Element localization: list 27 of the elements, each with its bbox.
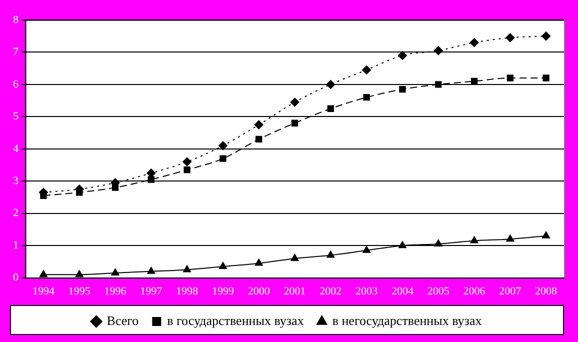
x-tick-label: 2000: [248, 285, 270, 298]
x-tick-label: 2004: [391, 285, 414, 298]
y-tick-label: 4: [13, 142, 19, 155]
legend-label: в негосударственных вузах: [332, 312, 482, 328]
x-tick-label: 1996: [104, 285, 127, 298]
legend-label: Всего: [106, 312, 139, 328]
y-tick-label: 6: [13, 78, 19, 90]
x-tick-label: 1999: [212, 285, 234, 298]
x-tick-label: 1995: [68, 285, 91, 298]
x-tick-label: 1998: [176, 285, 199, 298]
legend-label: в государственных вузах: [167, 312, 304, 328]
y-tick-label: 3: [13, 175, 19, 188]
x-tick-label: 2006: [463, 285, 486, 298]
x-tick-label: 2008: [535, 285, 558, 298]
x-tick-label: 1997: [140, 285, 163, 298]
x-tick-label: 2003: [356, 285, 378, 298]
x-tick-label: 1994: [32, 285, 55, 298]
y-tick-label: 5: [13, 110, 19, 123]
x-tick-label: 2005: [427, 285, 450, 298]
y-tick-label: 0: [13, 272, 19, 284]
y-tick-label: 1: [13, 239, 18, 252]
x-tick-label: 2002: [320, 285, 342, 298]
x-tick-label: 2007: [499, 285, 522, 298]
y-tick-label: 7: [13, 46, 19, 58]
x-tick-label: 2001: [284, 285, 306, 298]
y-tick-label: 8: [13, 14, 19, 26]
y-tick-label: 2: [13, 207, 18, 220]
